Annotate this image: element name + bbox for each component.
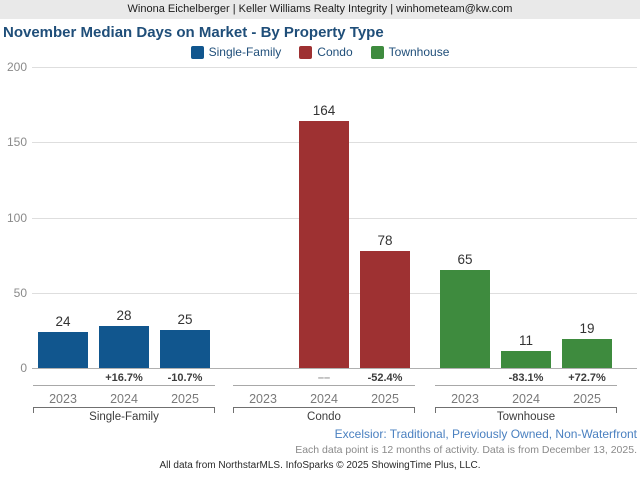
bar-value-label: 19 bbox=[579, 321, 595, 336]
bar-change-label: +72.7% bbox=[568, 372, 606, 384]
bar-value-label: 25 bbox=[177, 312, 193, 327]
bar-value-label: 164 bbox=[312, 103, 336, 118]
x-axis-year-label: 2023 bbox=[249, 392, 277, 406]
group-bracket bbox=[435, 407, 617, 413]
page-title: November Median Days on Market - By Prop… bbox=[3, 24, 384, 41]
legend-label: Condo bbox=[317, 45, 353, 59]
x-axis-year-label: 2024 bbox=[110, 392, 138, 406]
legend: Single-Family Condo Townhouse bbox=[0, 45, 640, 59]
y-axis-label-200: 200 bbox=[6, 60, 27, 74]
y-axis-label-100: 100 bbox=[6, 210, 27, 225]
group-label-condo: Condo bbox=[307, 411, 341, 423]
legend-swatch-icon bbox=[190, 45, 204, 59]
bar-single-family-2025[interactable] bbox=[160, 330, 210, 368]
legend-swatch-icon bbox=[299, 45, 313, 59]
group-label-townhouse: Townhouse bbox=[496, 411, 556, 423]
bar-single-family-2023[interactable] bbox=[38, 332, 88, 368]
bar-change-label: –– bbox=[317, 372, 331, 384]
header-bar: Winona Eichelberger | Keller Williams Re… bbox=[0, 0, 640, 19]
x-axis-year-label: 2025 bbox=[573, 392, 601, 406]
x-axis-year-label: 2023 bbox=[49, 392, 77, 406]
y-axis-label-150: 150 bbox=[6, 135, 27, 150]
bar-townhouse-2023[interactable] bbox=[440, 270, 490, 368]
x-axis-year-label: 2023 bbox=[451, 392, 479, 406]
bar-change-label: -10.7% bbox=[167, 372, 203, 384]
legend-item-condo[interactable]: Condo bbox=[299, 45, 353, 59]
group-divider-line bbox=[233, 385, 415, 386]
x-axis-year-label: 2025 bbox=[171, 392, 199, 406]
x-axis-year-label: 2025 bbox=[371, 392, 399, 406]
group-bracket bbox=[33, 407, 215, 413]
group-divider-line bbox=[435, 385, 617, 386]
bar-value-label: 28 bbox=[116, 308, 132, 323]
bar-change-label: -52.4% bbox=[367, 372, 403, 384]
bar-single-family-2024[interactable] bbox=[99, 326, 149, 368]
filter-summary: Excelsior: Traditional, Previously Owned… bbox=[334, 427, 637, 441]
group-divider-line bbox=[33, 385, 215, 386]
bar-value-label: 65 bbox=[457, 252, 473, 267]
legend-item-single-family[interactable]: Single-Family bbox=[190, 45, 282, 59]
gridline-0 bbox=[32, 368, 637, 369]
group-bracket bbox=[233, 407, 415, 413]
y-axis-label-0: 0 bbox=[20, 361, 27, 375]
copyright-credit: All data from NorthstarMLS. InfoSparks ©… bbox=[159, 460, 481, 471]
bar-townhouse-2025[interactable] bbox=[562, 339, 612, 368]
y-axis-label-50: 50 bbox=[13, 285, 27, 300]
bar-change-label: +16.7% bbox=[105, 372, 143, 384]
bar-value-label: 78 bbox=[377, 233, 393, 248]
bar-change-label: -83.1% bbox=[508, 372, 544, 384]
legend-swatch-icon bbox=[370, 45, 384, 59]
x-axis-year-label: 2024 bbox=[310, 392, 338, 406]
x-axis-year-label: 2024 bbox=[512, 392, 540, 406]
legend-item-townhouse[interactable]: Townhouse bbox=[370, 45, 450, 59]
bar-value-label: 24 bbox=[55, 314, 71, 329]
legend-label: Townhouse bbox=[388, 45, 450, 59]
data-note: Each data point is 12 months of activity… bbox=[295, 444, 637, 456]
bar-condo-2024[interactable] bbox=[299, 121, 349, 368]
header-contact-text: Winona Eichelberger | Keller Williams Re… bbox=[127, 3, 513, 15]
group-label-single-family: Single-Family bbox=[89, 411, 159, 423]
legend-label: Single-Family bbox=[208, 45, 282, 59]
bar-townhouse-2024[interactable] bbox=[501, 351, 551, 368]
gridline-200 bbox=[32, 67, 637, 68]
bar-condo-2025[interactable] bbox=[360, 251, 410, 368]
bar-value-label: 11 bbox=[518, 333, 533, 348]
